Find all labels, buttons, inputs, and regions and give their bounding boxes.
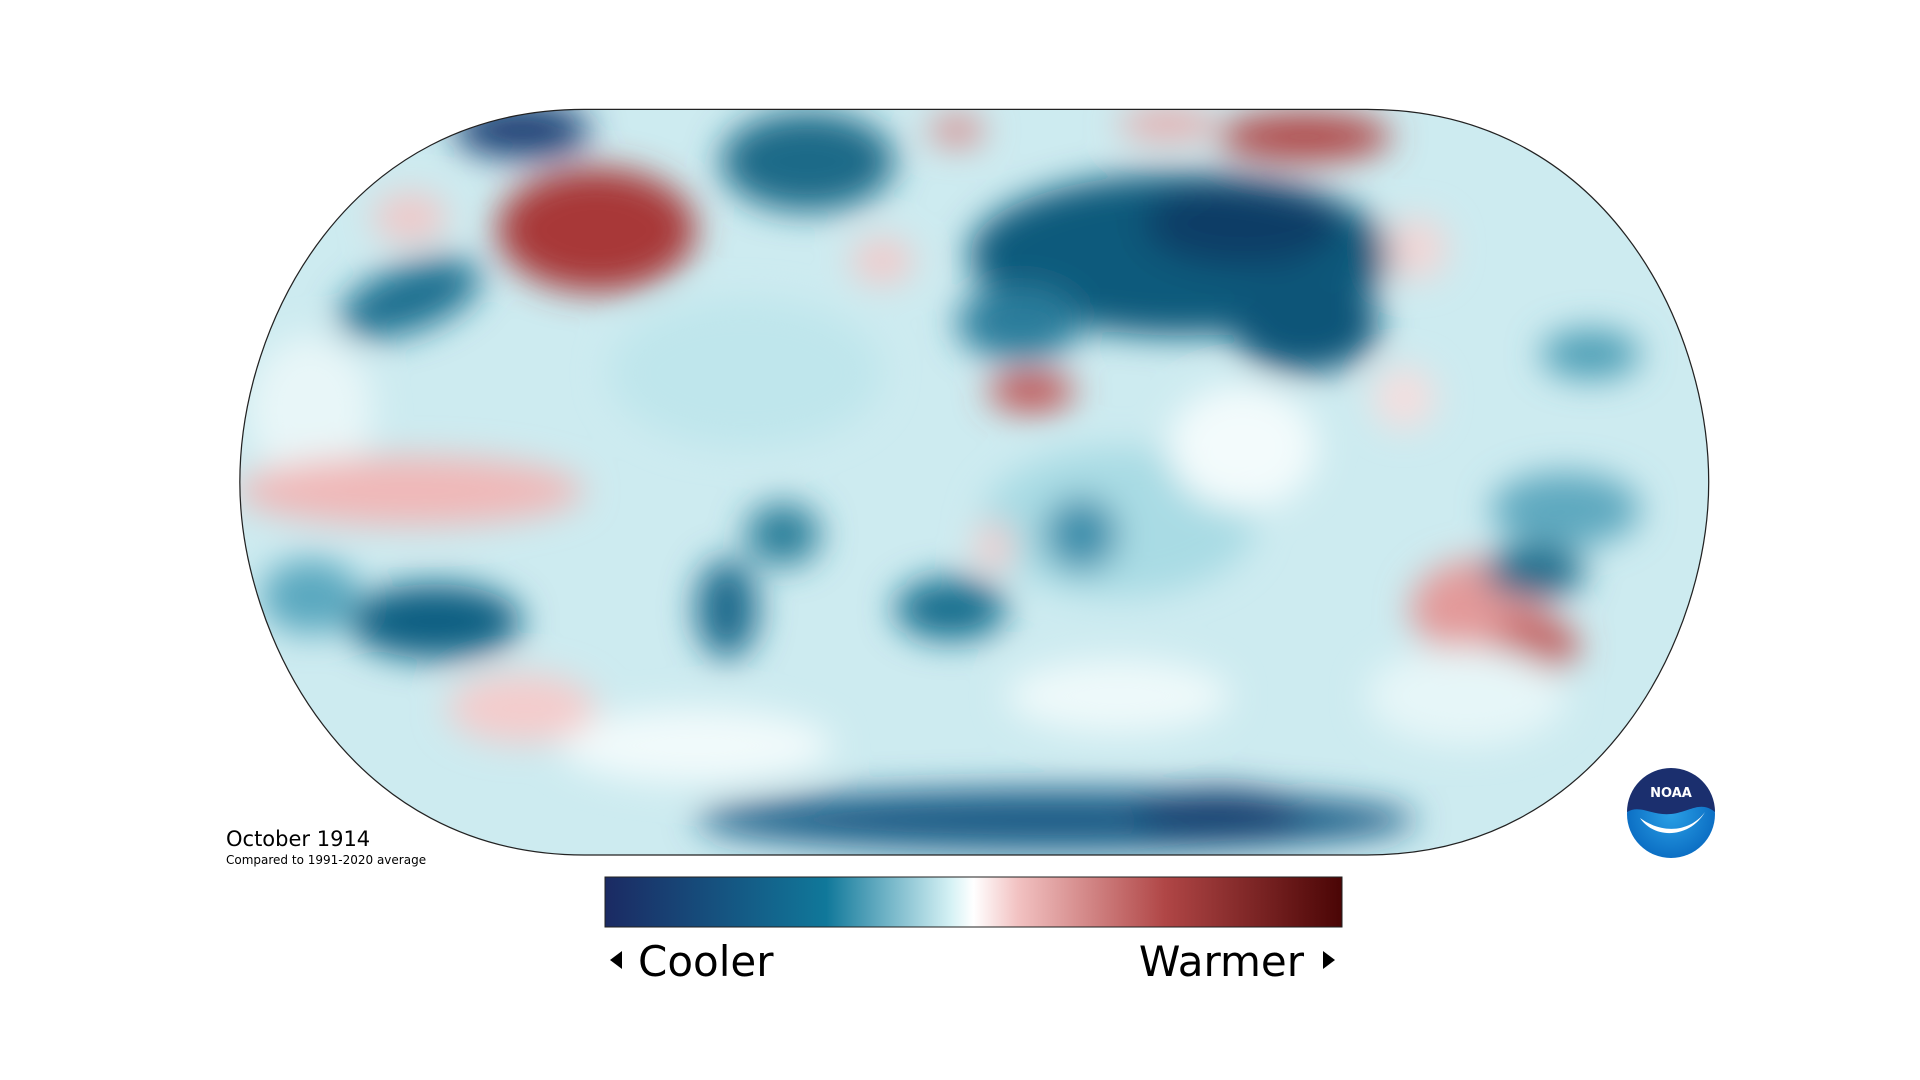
cooler-arrow — [610, 951, 622, 969]
map-outline — [239, 108, 1710, 856]
logo-text: NOAA — [1650, 786, 1692, 801]
noaa-logo: NOAA — [1627, 768, 1715, 858]
cooler-label: Cooler — [638, 937, 774, 986]
color-scale — [604, 876, 1343, 928]
map-subtitle: Compared to 1991-2020 average — [226, 853, 426, 867]
warmer-label: Warmer — [1139, 937, 1305, 986]
anomaly-map — [239, 109, 1709, 855]
warmer-arrow — [1323, 951, 1335, 969]
map-group — [239, 108, 1710, 856]
map-title: October 1914 — [226, 827, 370, 851]
